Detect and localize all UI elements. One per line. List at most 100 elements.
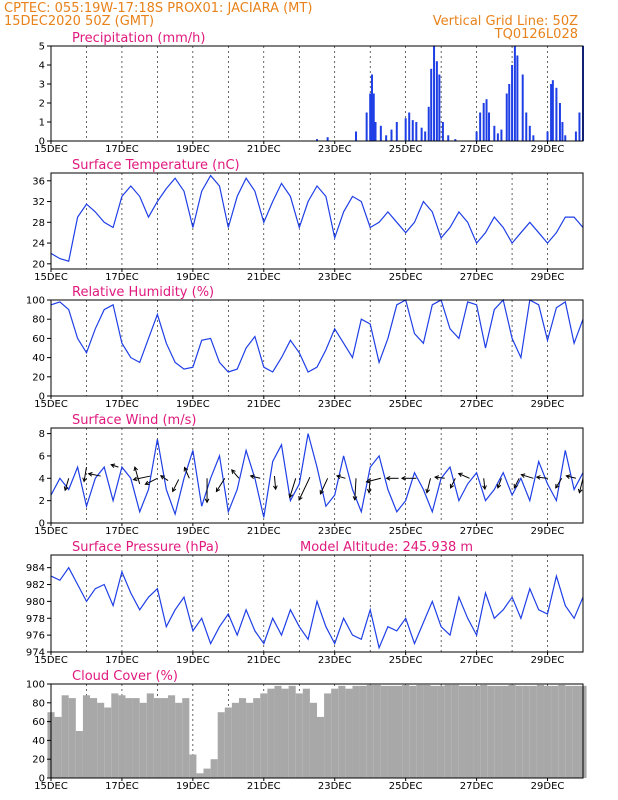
cloud-bar bbox=[302, 688, 310, 778]
cloud-bar bbox=[331, 688, 339, 778]
x-tick-label: 27DEC bbox=[460, 781, 494, 792]
x-tick-label: 15DEC bbox=[34, 526, 68, 537]
wind-arrow-head bbox=[366, 488, 372, 494]
wind-arrow bbox=[250, 475, 261, 479]
cloud-bar bbox=[309, 702, 317, 778]
cloud-bar bbox=[380, 685, 388, 778]
x-tick-label: 21DEC bbox=[247, 655, 281, 666]
cloud-bar bbox=[487, 685, 495, 778]
precip-bar bbox=[558, 103, 561, 141]
wind-arrow-head bbox=[577, 488, 583, 494]
precip-bar bbox=[415, 122, 418, 141]
precip-bar bbox=[493, 125, 496, 141]
x-tick-label: 29DEC bbox=[531, 781, 565, 792]
cloud-bar bbox=[82, 695, 91, 778]
cloud-bar bbox=[75, 731, 83, 778]
cloud-bar bbox=[465, 685, 474, 778]
wind-arrow bbox=[134, 466, 141, 485]
wind-arrow bbox=[172, 479, 180, 492]
panel-frame bbox=[50, 554, 584, 653]
cloud-bar bbox=[189, 754, 197, 778]
y-tick-label: 984 bbox=[26, 563, 45, 574]
wind-arrow-head bbox=[400, 475, 406, 481]
precip-bar bbox=[500, 129, 503, 141]
wind-arrow bbox=[83, 467, 87, 482]
precip-bar bbox=[404, 118, 407, 141]
x-tick-label: 21DEC bbox=[247, 781, 281, 792]
wind-arrow-head bbox=[565, 474, 571, 479]
precip-bar bbox=[385, 135, 388, 141]
wind-arrow bbox=[458, 473, 470, 479]
header-grid-note: Vertical Grid Line: 50Z bbox=[433, 14, 578, 29]
precip-bar bbox=[528, 125, 531, 141]
x-tick-label: 19DEC bbox=[176, 272, 210, 283]
wind-arrow-head bbox=[457, 472, 463, 477]
panel-annotation: Model Altitude: 245.938 m bbox=[300, 540, 473, 555]
wind-arrow-head bbox=[204, 498, 210, 504]
wind-arrow bbox=[555, 478, 563, 489]
x-tick-label: 27DEC bbox=[460, 526, 494, 537]
y-tick-label: 36 bbox=[32, 176, 45, 187]
y-tick-label: 20 bbox=[32, 259, 45, 270]
precip-bar bbox=[438, 74, 441, 141]
x-tick-label: 17DEC bbox=[105, 655, 139, 666]
precip-bar bbox=[427, 106, 430, 141]
x-tick-label: 29DEC bbox=[531, 144, 565, 155]
wind-arrow-head bbox=[335, 474, 341, 480]
precip-bar bbox=[433, 46, 436, 141]
y-tick-label: 0 bbox=[39, 392, 45, 403]
x-tick-label: 23DEC bbox=[318, 655, 352, 666]
cloud-bar bbox=[317, 716, 325, 778]
cloud-bar bbox=[146, 693, 154, 778]
y-tick-label: 0 bbox=[39, 519, 45, 530]
x-tick-label: 23DEC bbox=[318, 272, 352, 283]
precip-bar bbox=[508, 84, 511, 141]
wind-arrow bbox=[450, 478, 456, 489]
precip-bar bbox=[430, 68, 433, 141]
x-tick-label: 25DEC bbox=[389, 655, 423, 666]
x-tick-label: 23DEC bbox=[318, 781, 352, 792]
wind-arrow-head bbox=[144, 480, 150, 485]
x-tick-label: 21DEC bbox=[247, 399, 281, 410]
cloud-bar bbox=[118, 695, 126, 778]
x-tick-label: 17DEC bbox=[105, 526, 139, 537]
wind-arrow bbox=[289, 478, 297, 498]
panel-2: 20 24 28 32 36 15DEC 17DEC 19DEC 21DEC 23DEC 25DEC… bbox=[32, 158, 584, 283]
precip-bar bbox=[521, 74, 524, 141]
wind-arrow bbox=[354, 478, 357, 500]
wind-arrow-head bbox=[215, 487, 221, 493]
precip-bar bbox=[365, 112, 368, 141]
wind-arrow bbox=[483, 478, 486, 490]
cloud-bar bbox=[231, 702, 239, 778]
cloud-bar bbox=[529, 685, 537, 778]
precip-bar bbox=[513, 46, 516, 141]
precip-bar bbox=[447, 135, 450, 141]
x-tick-label: 15DEC bbox=[34, 655, 68, 666]
panel-title: Cloud Cover (%) bbox=[72, 669, 178, 684]
cloud-bar bbox=[203, 768, 211, 778]
cloud-bar bbox=[366, 684, 374, 778]
precip-bar bbox=[578, 112, 581, 141]
wind-arrow bbox=[426, 478, 431, 493]
cloud-bar bbox=[395, 685, 403, 778]
precip-bar bbox=[408, 112, 411, 141]
x-tick-label: 25DEC bbox=[389, 526, 423, 537]
cloud-bar bbox=[104, 707, 112, 778]
x-tick-label: 19DEC bbox=[176, 526, 210, 537]
header-station: CPTEC: 055:19W-17:18S PROX01: JACIARA (M… bbox=[4, 1, 312, 16]
wind-arrow bbox=[497, 478, 502, 489]
cloud-bar bbox=[543, 685, 552, 778]
cloud-bar bbox=[288, 685, 296, 778]
wind-arrow bbox=[578, 478, 584, 493]
wind-arrow bbox=[513, 478, 520, 489]
precip-bar bbox=[532, 135, 535, 141]
y-tick-label: 2 bbox=[39, 99, 45, 110]
y-tick-label: 80 bbox=[32, 315, 45, 326]
x-tick-label: 27DEC bbox=[460, 655, 494, 666]
cloud-bar bbox=[253, 698, 261, 778]
cloud-bar bbox=[345, 688, 353, 778]
cloud-bar bbox=[387, 685, 396, 778]
panel-frame bbox=[50, 299, 584, 397]
precip-bar bbox=[369, 93, 372, 141]
series-line bbox=[50, 433, 584, 518]
